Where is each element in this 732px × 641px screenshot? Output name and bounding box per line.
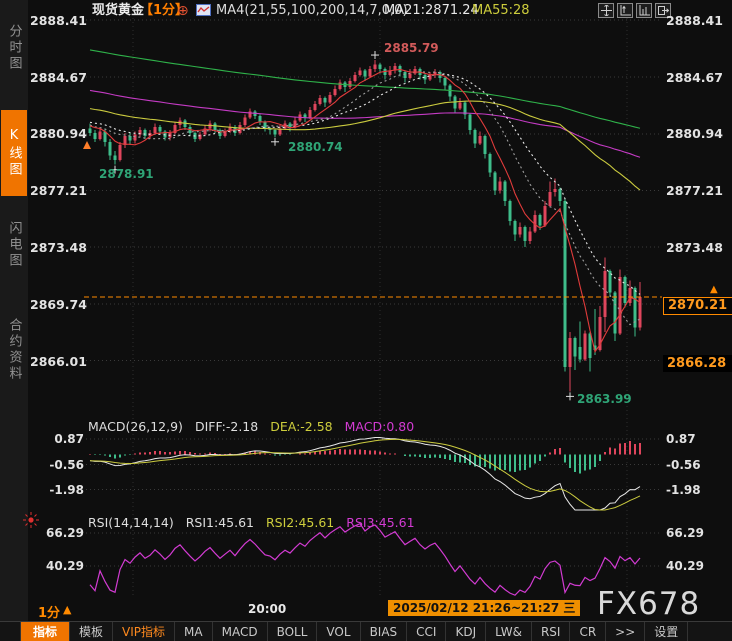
macd-tick: 0.87 <box>54 432 84 446</box>
tab-boll[interactable]: BOLL <box>268 622 318 641</box>
low-annotation: 2878.91 <box>99 167 154 181</box>
axis-scale-up-button[interactable] <box>617 3 633 18</box>
rsi-tick: 40.29 <box>46 559 84 573</box>
high-annotation: 2885.79 <box>384 41 439 55</box>
macd-tick: -0.56 <box>666 458 701 472</box>
price-tick: 2877.21 <box>666 183 723 198</box>
rsi-tick: 66.29 <box>46 526 84 540</box>
macd-hist-value: MACD:0.80 <box>344 419 415 434</box>
pan-right-button[interactable] <box>655 3 671 18</box>
low-annotation: 2880.74 <box>288 140 343 154</box>
secondary-price-tag: 2866.28 <box>663 355 732 372</box>
tabbar-spacer <box>0 622 21 641</box>
price-tick: 2888.41 <box>30 13 87 28</box>
brand-watermark: FX678 <box>597 586 701 622</box>
price-tick: 2877.21 <box>30 183 87 198</box>
price-tick: 2880.94 <box>30 126 87 141</box>
macd-tick: -1.98 <box>49 483 84 497</box>
time-axis-label: 20:00 <box>248 602 287 616</box>
price-tick: 2873.48 <box>666 240 723 255</box>
macd-tick: 0.87 <box>666 432 696 446</box>
ma55-value: MA55:28 <box>472 3 530 18</box>
price-tick: 2888.41 <box>666 13 723 28</box>
left-sidebar: 分时图 K线图 闪电图 合约资料 <box>0 0 39 641</box>
tab-ma[interactable]: MA <box>175 622 213 641</box>
indicator-tabbar: 指标 模板 VIP指标 MA MACD BOLL VOL BIAS CCI KD… <box>0 621 732 641</box>
tab-kdj[interactable]: KDJ <box>446 622 487 641</box>
tab-more[interactable]: >> <box>606 622 646 641</box>
price-tick: 2869.74 <box>30 297 87 312</box>
price-tick: 2884.67 <box>30 70 87 85</box>
sidebar-tab-contract-info[interactable]: 合约资料 <box>6 318 22 382</box>
low-annotation: 2863.99 <box>577 392 632 406</box>
macd-tick: -0.56 <box>49 458 84 472</box>
axis-bars-button[interactable] <box>636 3 652 18</box>
tab-indicator[interactable]: 指标 <box>21 622 71 641</box>
tab-vip-indicator[interactable]: VIP指标 <box>113 622 176 641</box>
rsi3-value: RSI3:45.61 <box>346 515 415 530</box>
rsi2-value: RSI2:45.61 <box>266 515 335 530</box>
tab-vol[interactable]: VOL <box>317 622 361 641</box>
crosshair-pan-button[interactable] <box>598 3 614 18</box>
macd-diff-value: DIFF:-2.18 <box>194 419 259 434</box>
symbol-name: 现货黄金 <box>92 3 145 18</box>
tab-cci[interactable]: CCI <box>407 622 447 641</box>
time-range-badge: 2025/02/12 21:26~21:27 三 <box>388 600 581 616</box>
current-price-tag: 2870.21 <box>663 297 732 315</box>
tab-lw[interactable]: LW& <box>486 622 532 641</box>
tab-cr[interactable]: CR <box>570 622 607 641</box>
period-selector[interactable]: 【1分】 <box>140 3 189 18</box>
sidebar-tab-lightning[interactable]: 闪电图 <box>6 221 22 269</box>
rsi-title: RSI(14,14,14) <box>88 515 174 530</box>
macd-dea-value: DEA:-2.58 <box>270 419 333 434</box>
statusbar-period[interactable]: 1分 <box>38 606 61 621</box>
sidebar-tab-kline[interactable]: K线图 <box>1 110 27 196</box>
chart-toolbar <box>598 3 671 18</box>
chart-style-icon[interactable] <box>196 4 211 20</box>
price-tick: 2884.67 <box>666 70 723 85</box>
price-tick: 2880.94 <box>666 126 723 141</box>
price-up-arrow-icon: ▲ <box>710 284 718 295</box>
price-tick: 2866.01 <box>30 354 87 369</box>
macd-tick: -1.98 <box>666 483 701 497</box>
tab-template[interactable]: 模板 <box>70 622 114 641</box>
statusbar-up-arrow-icon: ▲ <box>63 603 72 616</box>
rsi-tick: 40.29 <box>666 559 704 573</box>
ma-settings-label: MA4(21,55,100,200,14,7,0,0) <box>216 3 408 18</box>
ma21-value: MA21:2871.24 <box>384 3 479 18</box>
rsi-tick: 66.29 <box>666 526 704 540</box>
rsi-header: RSI(14,14,14) RSI1:45.61 RSI2:45.61 RSI3… <box>88 515 415 530</box>
rsi1-value: RSI1:45.61 <box>185 515 254 530</box>
tab-rsi[interactable]: RSI <box>532 622 571 641</box>
price-tick: 2873.48 <box>30 240 87 255</box>
add-indicator-icon[interactable]: ⊕ <box>177 3 189 19</box>
tab-settings[interactable]: 设置 <box>645 622 689 641</box>
tab-macd[interactable]: MACD <box>213 622 268 641</box>
macd-title: MACD(26,12,9) <box>88 419 183 434</box>
alert-blink-icon[interactable] <box>23 512 39 528</box>
sidebar-tab-timeshare[interactable]: 分时图 <box>6 24 22 72</box>
macd-header: MACD(26,12,9) DIFF:-2.18 DEA:-2.58 MACD:… <box>88 419 414 434</box>
tab-bias[interactable]: BIAS <box>361 622 408 641</box>
